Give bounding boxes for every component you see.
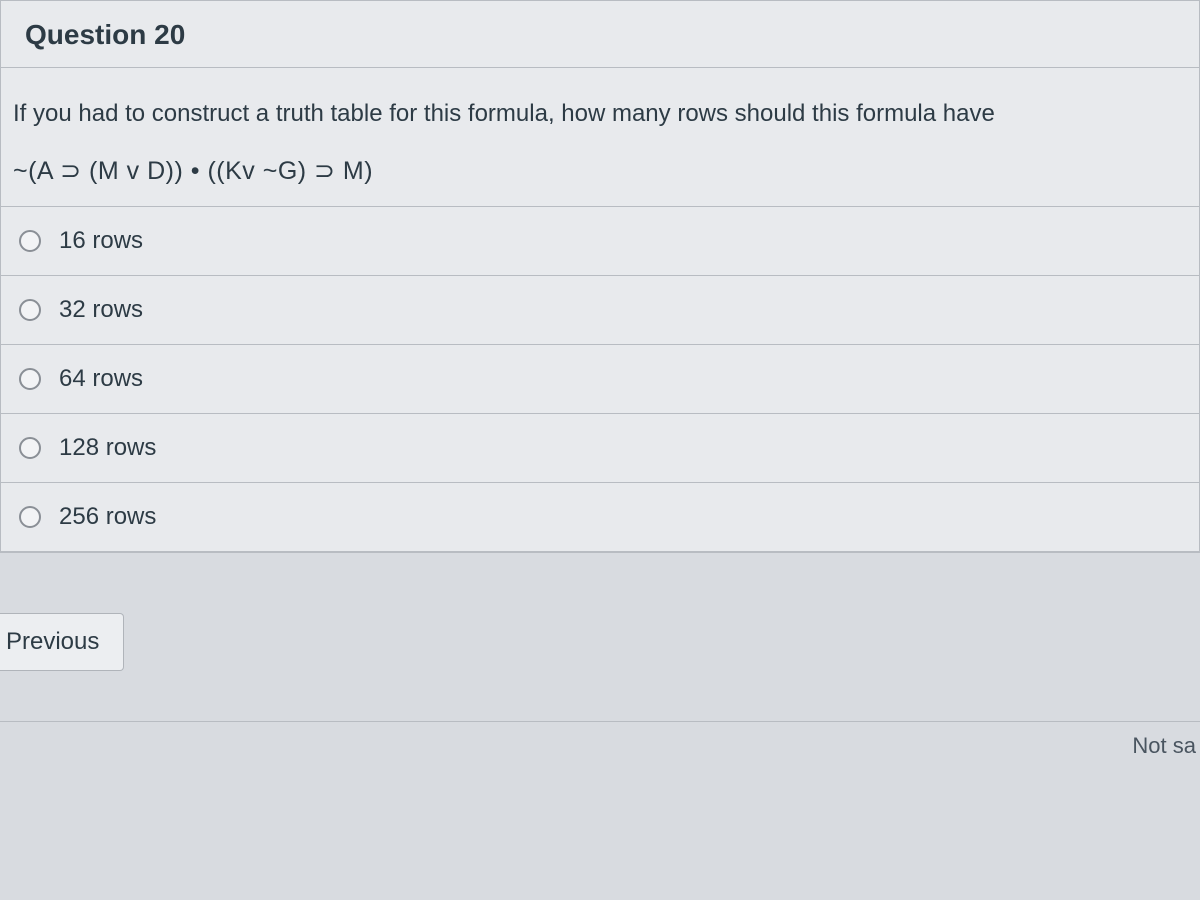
- question-card: Question 20 If you had to construct a tr…: [0, 0, 1200, 553]
- previous-button[interactable]: Previous: [0, 613, 124, 671]
- radio-icon[interactable]: [19, 506, 41, 528]
- answer-option[interactable]: 128 rows: [1, 414, 1199, 483]
- answer-list: 16 rows 32 rows 64 rows 128 rows 256 row…: [1, 207, 1199, 552]
- answer-option[interactable]: 16 rows: [1, 207, 1199, 276]
- answer-label: 256 rows: [59, 503, 156, 531]
- status-text: Not sa: [1132, 733, 1196, 759]
- answer-label: 16 rows: [59, 227, 143, 255]
- answer-label: 64 rows: [59, 365, 143, 393]
- question-header: Question 20: [1, 1, 1199, 68]
- radio-icon[interactable]: [19, 230, 41, 252]
- divider: Not sa: [0, 721, 1200, 761]
- radio-icon[interactable]: [19, 368, 41, 390]
- question-prompt: If you had to construct a truth table fo…: [13, 96, 1187, 132]
- answer-option[interactable]: 256 rows: [1, 483, 1199, 552]
- answer-label: 32 rows: [59, 296, 143, 324]
- footer: Previous Not sa: [0, 553, 1200, 761]
- answer-option[interactable]: 64 rows: [1, 345, 1199, 414]
- answer-label: 128 rows: [59, 434, 156, 462]
- answer-option[interactable]: 32 rows: [1, 276, 1199, 345]
- question-body: If you had to construct a truth table fo…: [1, 68, 1199, 207]
- radio-icon[interactable]: [19, 437, 41, 459]
- question-title: Question 20: [25, 19, 1175, 51]
- question-formula: ~(A ⊃ (M v D)) • ((Kv ~G) ⊃ M): [13, 156, 1187, 186]
- radio-icon[interactable]: [19, 299, 41, 321]
